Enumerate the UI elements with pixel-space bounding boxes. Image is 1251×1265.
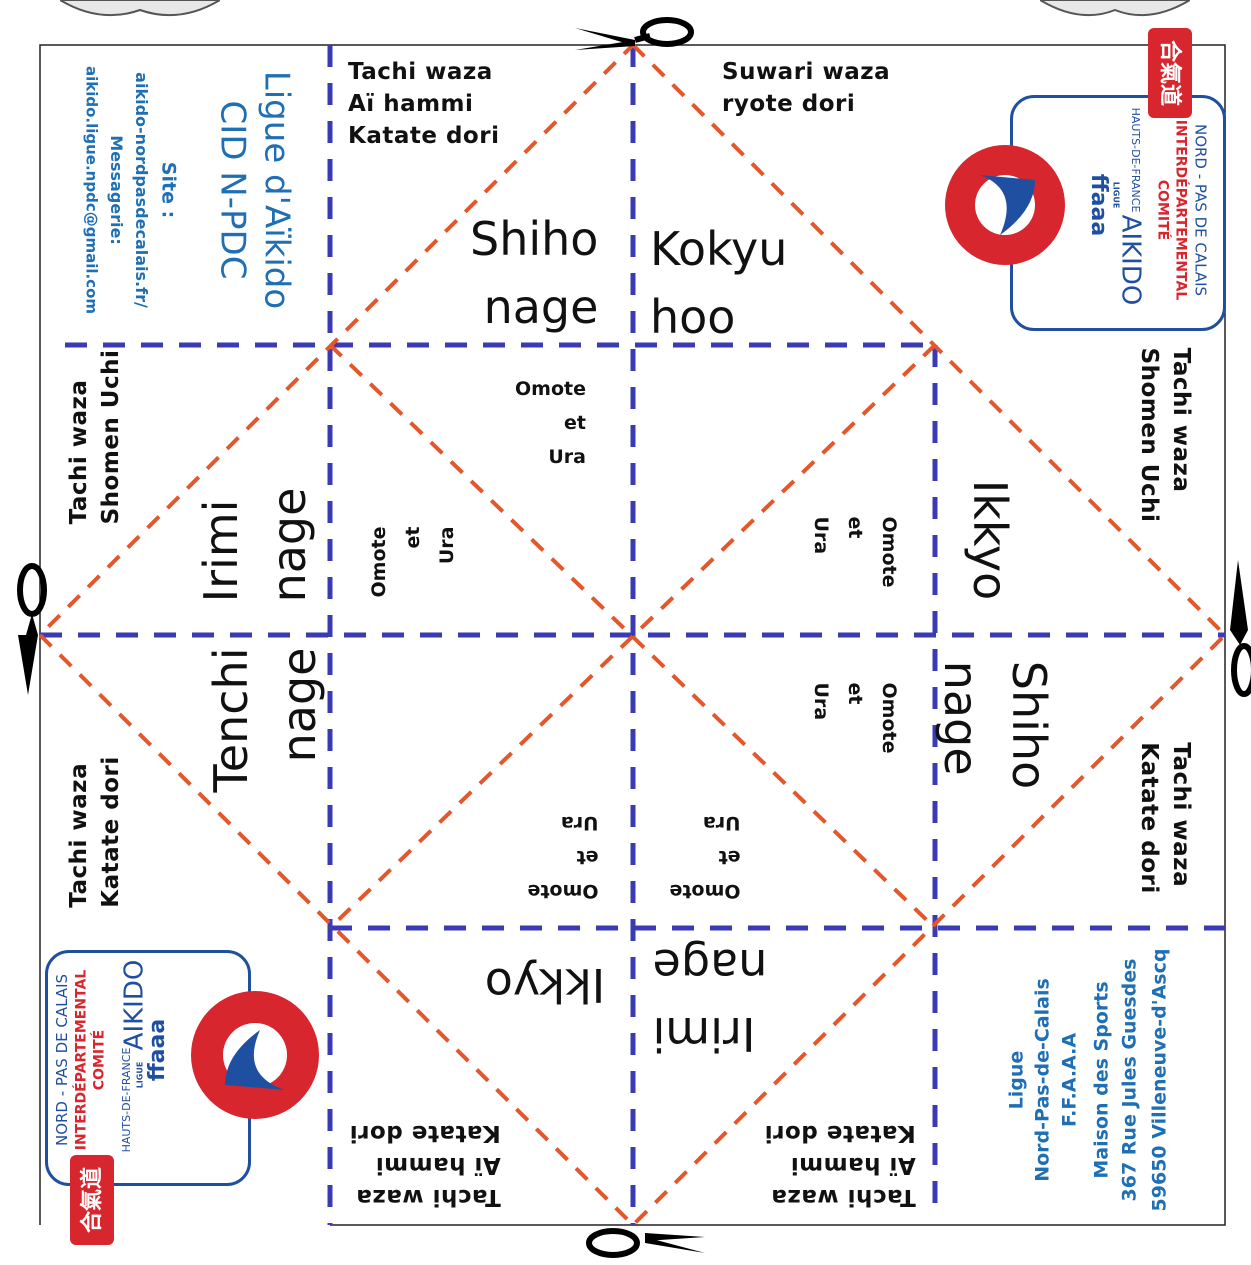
logo-ligue: LIGUE	[135, 1061, 145, 1089]
aikido-kanji-seal: 合氣道	[70, 1155, 114, 1245]
technique-top-left: Shiho nage	[470, 212, 599, 334]
address-line3: F.F.A.A.A	[1058, 1032, 1081, 1128]
variant-top: Omote et Ura	[515, 378, 586, 468]
logo-ffaaa: ffaaa	[1086, 173, 1112, 237]
variant-right-top: Omote et Ura	[810, 516, 900, 588]
variant-bottom-right: Omote et Ura	[669, 812, 741, 902]
ligue-title-line2: CID N-PDC	[212, 100, 253, 280]
variant-right-bottom: Omote et Ura	[810, 682, 900, 754]
corner-decoration	[60, 0, 220, 17]
technique-left-bottom: Tenchi nage	[204, 647, 326, 793]
corner-decoration	[1040, 0, 1190, 17]
site-label: Site :	[157, 161, 180, 219]
mail-label: Messagerie:	[106, 135, 126, 245]
technique-right-bottom: Shiho nage	[934, 660, 1056, 790]
blue-fold-grid	[40, 45, 1225, 1225]
variant-bottom-left: Omote et Ura	[527, 812, 599, 902]
address-line4: Maison des Sports	[1090, 981, 1113, 1179]
technique-bottom-right: Irimi nage	[652, 939, 768, 1061]
logo-ffaaa: ffaaa	[144, 1018, 170, 1082]
address-line5: 367 Rue Jules Guesdes	[1118, 958, 1141, 1202]
scissors-icon	[1230, 560, 1251, 697]
site-url: aikido-nordpasdecalais.fr/	[131, 72, 151, 308]
attack-top-right: Suwari waza ryote dori	[722, 59, 891, 117]
technique-left-top: Irimi nage	[194, 487, 316, 603]
logo-comite: COMITÉ	[91, 1029, 108, 1091]
aikido-kanji-seal: 合氣道	[1148, 28, 1192, 118]
attack-top-left: Tachi waza Aï hammi Katate dori	[348, 59, 500, 149]
logo-inter: INTERDÉPARTEMENTAL	[1172, 119, 1189, 301]
logo-nord: NORD - PAS DE CALAIS	[1191, 123, 1210, 297]
attack-bottom-left: Tachi waza Aï hammi Katate dori	[349, 1120, 501, 1210]
logo-hauts: HAUTS-DE-FRANCE	[1129, 107, 1143, 213]
paper-outline	[39, 44, 1226, 1226]
technique-top-right: Kokyu hoo	[650, 222, 788, 344]
attack-right-top: Tachi waza Shomen Uchi	[1136, 347, 1194, 523]
logo-comite: COMITÉ	[1154, 179, 1171, 241]
address-line6: 59650 Villeneuve-d'Ascq	[1148, 948, 1171, 1212]
variant-left-top: Omote et Ura	[368, 526, 458, 598]
ffaaa-logo	[191, 991, 319, 1119]
scissors-icon	[17, 563, 47, 695]
ffaaa-logo	[945, 145, 1065, 265]
address-line2: Nord-Pas-de-Calais	[1031, 978, 1054, 1182]
logo-hauts: HAUTS-DE-FRANCE	[119, 1047, 133, 1153]
orange-cut-diagonals	[37, 42, 1228, 1228]
attack-left-bottom: Tachi waza Katate dori	[66, 756, 124, 908]
mail-address: aikido.ligue.npdc@gmail.com	[82, 65, 101, 315]
logo-ligue: LIGUE	[1111, 181, 1121, 209]
logo-inter: INTERDÉPARTEMENTAL	[73, 969, 90, 1151]
technique-right-top: Ikkyo	[963, 479, 1017, 601]
technique-bottom-left: Ikkyo	[484, 958, 606, 1012]
attack-right-bottom: Tachi waza Katate dori	[1136, 742, 1194, 894]
address-line1: Ligue	[1005, 1050, 1028, 1110]
attack-left-top: Tachi waza Shomen Uchi	[66, 349, 124, 525]
ligue-title-line1: Ligue d'Aïkido	[256, 70, 297, 310]
scissors-icon	[575, 17, 694, 50]
logo-aikido: AIKIDO	[1115, 214, 1146, 306]
attack-bottom-right: Tachi waza Aï hammi Katate dori	[764, 1120, 916, 1210]
scissors-icon	[586, 1228, 705, 1258]
logo-nord: NORD - PAS DE CALAIS	[52, 973, 71, 1147]
